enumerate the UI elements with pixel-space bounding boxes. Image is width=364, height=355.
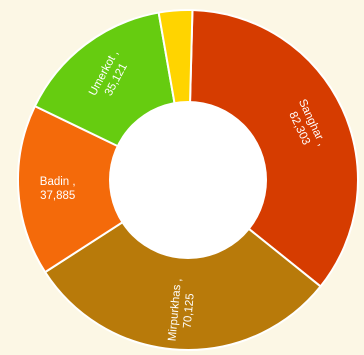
donut-slices [17,9,359,351]
slice-mirpurkhas [44,179,322,351]
slice-badin [17,105,189,274]
donut-hole [109,101,267,259]
slice-sanghar [187,9,359,288]
slice-label-badin: Badin , 37,885 [40,176,76,202]
slice-label-mirpurkhas: Mirpurkhas ,70,125 [166,278,197,343]
